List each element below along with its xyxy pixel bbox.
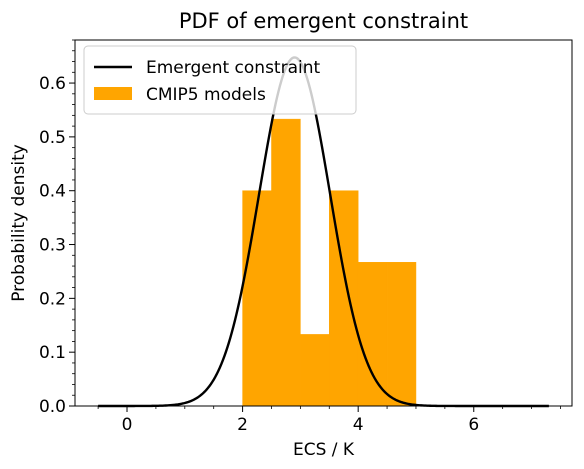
histogram-bar-4 <box>357 262 388 407</box>
legend-label-emergent-constraint: Emergent constraint <box>146 58 320 78</box>
y-tick-label-5: 0.5 <box>39 128 66 148</box>
x-axis-label: ECS / K <box>293 440 355 460</box>
y-tick-label-1: 0.1 <box>39 343 66 363</box>
chart-title: PDF of emergent constraint <box>179 9 468 33</box>
legend-bar-swatch <box>94 87 132 100</box>
histogram-bar-2 <box>300 334 330 407</box>
x-tick-label-1: 2 <box>237 415 248 435</box>
y-tick-label-2: 0.2 <box>39 289 66 309</box>
histogram-bar-5 <box>386 262 417 407</box>
histogram-bars-layer <box>242 118 417 407</box>
y-tick-label-4: 0.4 <box>39 182 66 202</box>
x-tick-label-0: 0 <box>122 415 133 435</box>
histogram-bar-1 <box>271 118 301 407</box>
histogram-bar-3 <box>329 190 359 407</box>
ticks-layer: 0 2 4 6 0.0 0.1 0.2 0.3 0.4 0.5 0.6 <box>39 39 561 435</box>
y-tick-label-3: 0.3 <box>39 236 66 256</box>
x-tick-label-2: 4 <box>353 415 364 435</box>
legend-label-cmip5-models: CMIP5 models <box>146 85 266 105</box>
y-tick-label-0: 0.0 <box>39 397 66 417</box>
legend: Emergent constraint CMIP5 models <box>83 45 357 115</box>
x-tick-label-3: 6 <box>468 415 479 435</box>
legend-box <box>83 45 357 115</box>
histogram-bar-0 <box>242 190 272 407</box>
y-axis-label: Probability density <box>9 144 29 302</box>
y-tick-label-6: 0.6 <box>39 74 66 94</box>
